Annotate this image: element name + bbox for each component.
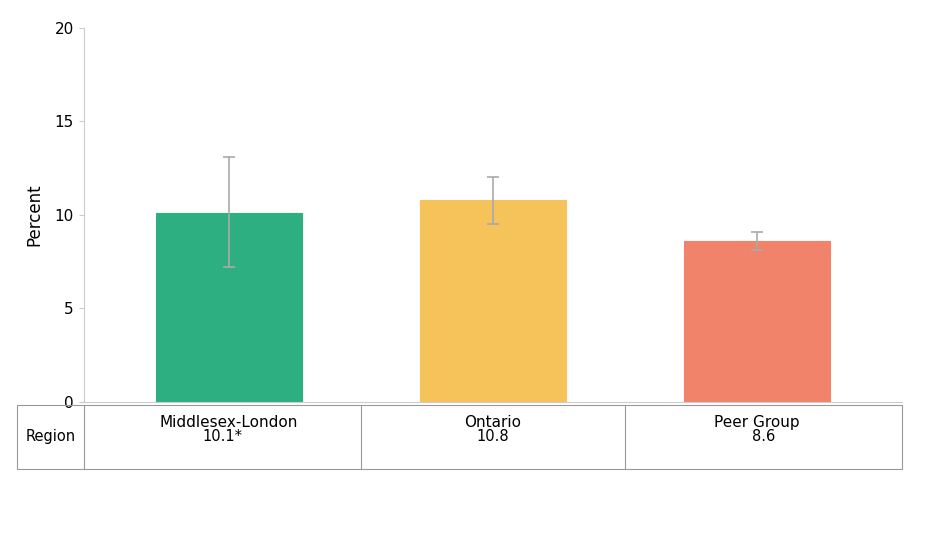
Text: 10.8: 10.8 bbox=[476, 429, 510, 444]
Text: 10.1*: 10.1* bbox=[203, 429, 243, 444]
Text: Region: Region bbox=[25, 429, 75, 444]
Text: 8.6: 8.6 bbox=[751, 429, 775, 444]
Bar bbox=[156, 213, 301, 402]
Bar bbox=[420, 200, 565, 402]
Y-axis label: Percent: Percent bbox=[26, 184, 44, 246]
Bar bbox=[684, 241, 830, 402]
